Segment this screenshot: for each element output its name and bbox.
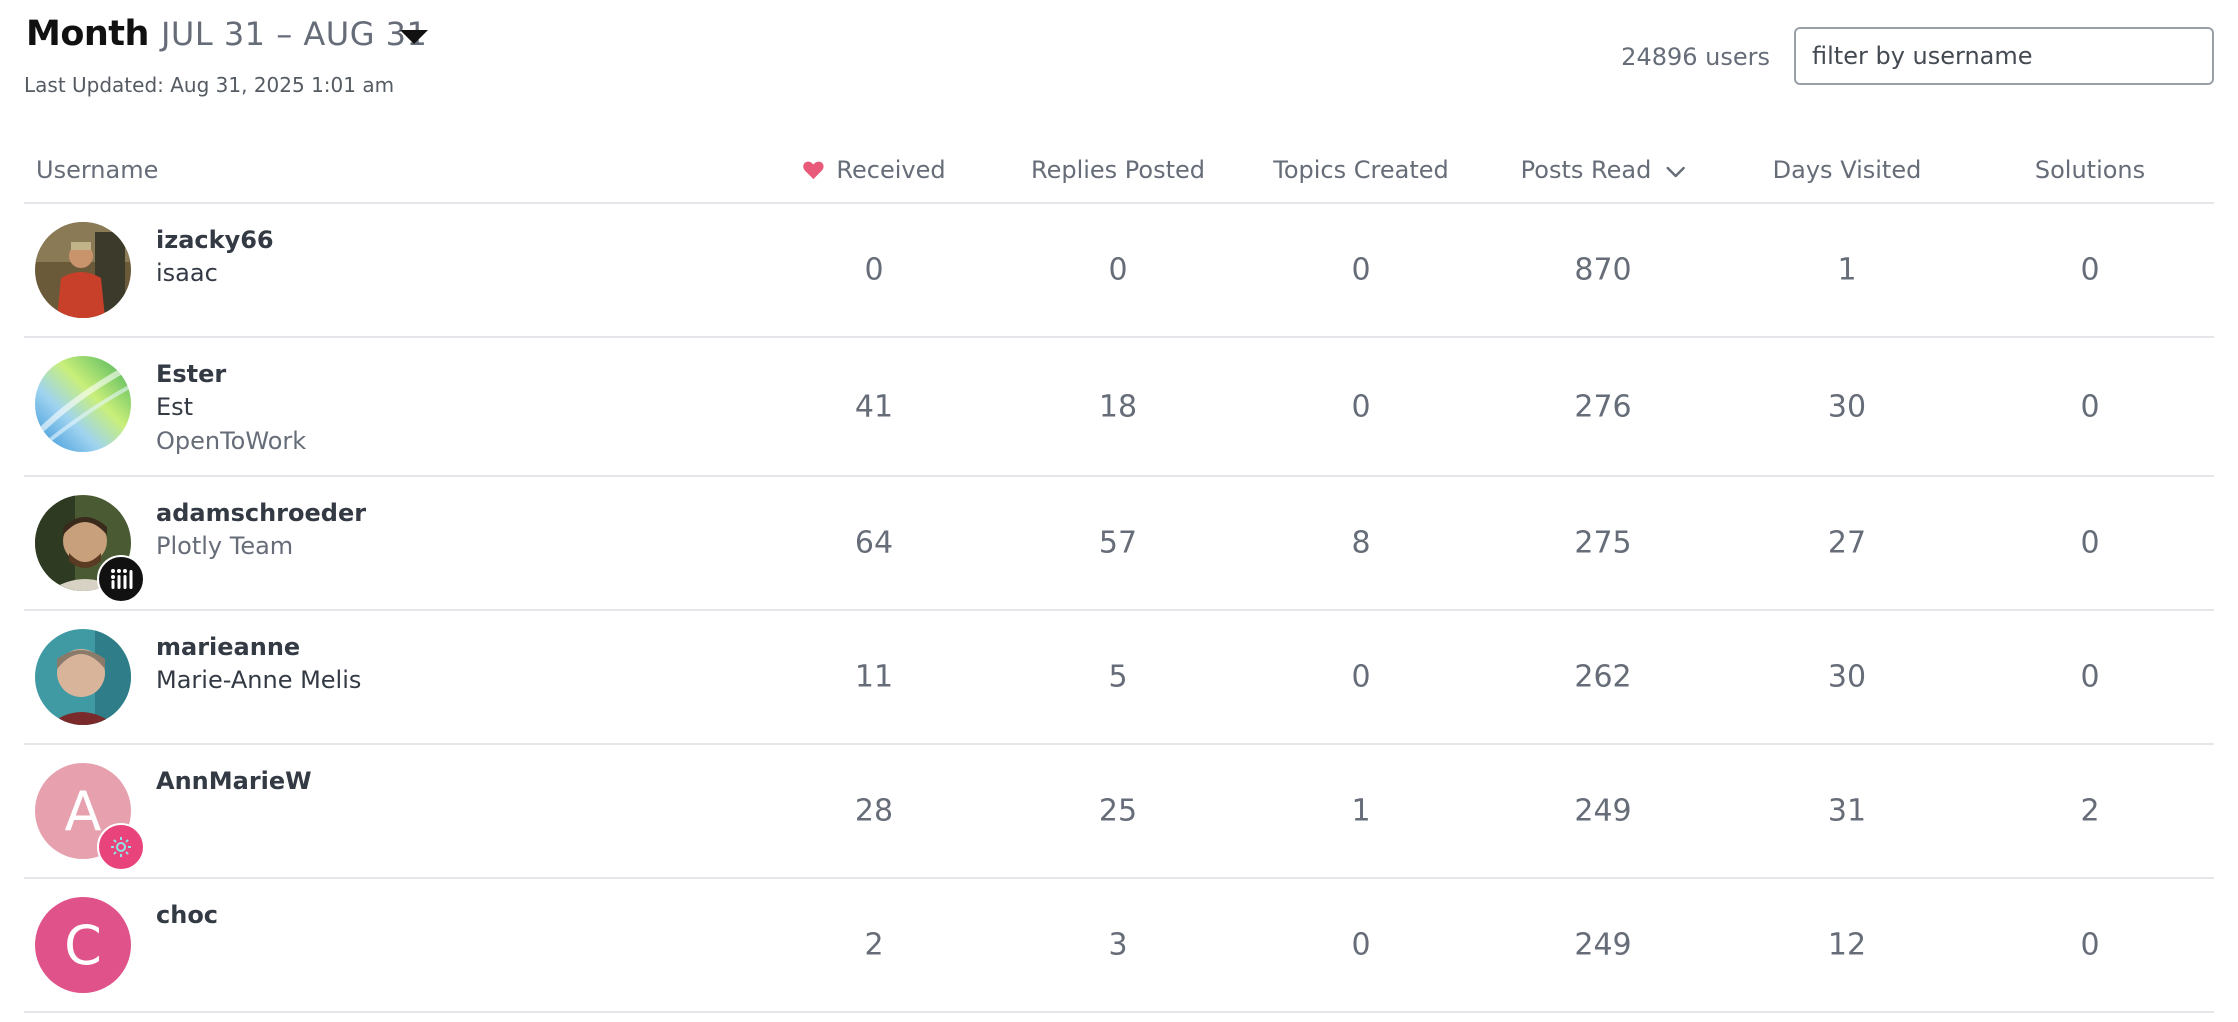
cell-days-visited: 1 bbox=[1837, 252, 1857, 288]
cell-posts-read: 262 bbox=[1574, 659, 1632, 695]
cell-solutions: 0 bbox=[2080, 525, 2100, 561]
heart-icon bbox=[802, 160, 824, 180]
username-link[interactable]: izacky66 bbox=[156, 226, 274, 254]
cell-replies-posted: 18 bbox=[1098, 389, 1138, 424]
period-range[interactable]: JUL 31 – AUG 31 bbox=[160, 15, 428, 53]
col-days-visited[interactable]: Days Visited bbox=[1772, 156, 1922, 184]
col-posts-read-label: Posts Read bbox=[1520, 156, 1652, 184]
table-row: adamschroeder Plotly Team 64 57 8 275 27… bbox=[24, 477, 2214, 611]
avatar[interactable]: A bbox=[35, 763, 145, 871]
avatar[interactable]: C bbox=[35, 897, 131, 993]
cell-received: 0 bbox=[864, 252, 884, 288]
users-table: Username Received Replies Posted Topics … bbox=[24, 148, 2214, 1013]
cell-received: 11 bbox=[854, 659, 894, 695]
cell-topics-created: 8 bbox=[1351, 525, 1371, 561]
full-name: isaac bbox=[156, 259, 218, 287]
col-replies-posted[interactable]: Replies Posted bbox=[1030, 156, 1206, 184]
user-names: marieanne Marie-Anne Melis bbox=[156, 631, 361, 697]
user-title: Plotly Team bbox=[156, 532, 294, 560]
user-names: adamschroeder Plotly Team bbox=[156, 497, 366, 563]
cell-replies-posted: 0 bbox=[1108, 252, 1128, 288]
cell-topics-created: 0 bbox=[1351, 659, 1371, 695]
last-updated: Last Updated: Aug 31, 2025 1:01 am bbox=[24, 73, 395, 97]
cell-solutions: 0 bbox=[2080, 389, 2100, 424]
avatar[interactable] bbox=[35, 222, 131, 318]
cell-received: 64 bbox=[854, 525, 894, 561]
cell-received: 41 bbox=[854, 389, 894, 424]
cell-topics-created: 1 bbox=[1351, 793, 1371, 829]
cell-days-visited: 30 bbox=[1827, 389, 1867, 424]
username-link[interactable]: choc bbox=[156, 901, 219, 929]
cell-received: 2 bbox=[864, 927, 884, 963]
period-label[interactable]: Month bbox=[26, 14, 149, 54]
caret-down-icon[interactable] bbox=[400, 30, 428, 44]
cell-solutions: 0 bbox=[2080, 659, 2100, 695]
cell-solutions: 2 bbox=[2080, 793, 2100, 829]
user-title: OpenToWork bbox=[156, 427, 307, 455]
col-solutions[interactable]: Solutions bbox=[2034, 156, 2146, 184]
user-photo bbox=[35, 222, 131, 318]
period-selector[interactable]: Month JUL 31 – AUG 31 bbox=[26, 14, 427, 54]
gear-badge-icon bbox=[97, 823, 145, 871]
cell-topics-created: 0 bbox=[1351, 252, 1371, 288]
avatar[interactable] bbox=[35, 356, 131, 452]
full-name: Marie-Anne Melis bbox=[156, 666, 362, 694]
col-received-label: Received bbox=[836, 156, 946, 184]
user-names: izacky66 isaac bbox=[156, 224, 274, 290]
user-names: choc bbox=[156, 899, 218, 931]
avatar[interactable] bbox=[35, 495, 145, 603]
cell-days-visited: 30 bbox=[1827, 659, 1867, 695]
table-row: C choc 2 3 0 249 12 0 bbox=[24, 879, 2214, 1013]
plotly-badge-icon bbox=[97, 555, 145, 603]
col-received[interactable]: Received bbox=[802, 156, 946, 184]
username-link[interactable]: adamschroeder bbox=[156, 499, 367, 527]
table-row: A AnnMarieW 28 25 1 249 31 2 bbox=[24, 745, 2214, 879]
user-count: 24896 users bbox=[1621, 43, 1770, 71]
cell-days-visited: 12 bbox=[1827, 927, 1867, 963]
cell-replies-posted: 5 bbox=[1108, 659, 1128, 695]
user-names: Ester Est OpenToWork bbox=[156, 358, 306, 458]
cell-received: 28 bbox=[854, 793, 894, 829]
user-names: AnnMarieW bbox=[156, 765, 312, 797]
cell-posts-read: 249 bbox=[1574, 793, 1632, 829]
cell-posts-read: 249 bbox=[1574, 927, 1632, 963]
cell-replies-posted: 3 bbox=[1108, 927, 1128, 963]
full-name: Est bbox=[156, 393, 194, 421]
cell-posts-read: 275 bbox=[1574, 525, 1632, 561]
cell-solutions: 0 bbox=[2080, 927, 2100, 963]
cell-topics-created: 0 bbox=[1351, 389, 1371, 424]
letter-avatar: C bbox=[35, 897, 131, 993]
cell-posts-read: 870 bbox=[1574, 252, 1632, 288]
cell-days-visited: 31 bbox=[1827, 793, 1867, 829]
cell-days-visited: 27 bbox=[1827, 525, 1867, 561]
cell-replies-posted: 25 bbox=[1098, 793, 1138, 829]
col-topics-created[interactable]: Topics Created bbox=[1273, 156, 1449, 184]
cell-solutions: 0 bbox=[2080, 252, 2100, 288]
username-link[interactable]: Ester bbox=[156, 360, 227, 388]
user-photo bbox=[35, 629, 131, 725]
cell-topics-created: 0 bbox=[1351, 927, 1371, 963]
username-link[interactable]: AnnMarieW bbox=[156, 767, 312, 795]
username-link[interactable]: marieanne bbox=[156, 633, 301, 661]
cell-replies-posted: 57 bbox=[1098, 525, 1138, 561]
cell-posts-read: 276 bbox=[1574, 389, 1632, 424]
user-photo bbox=[35, 356, 131, 452]
col-posts-read[interactable]: Posts Read bbox=[1521, 156, 1686, 184]
chevron-down-icon bbox=[1665, 156, 1685, 184]
table-row: izacky66 isaac 0 0 0 870 1 0 bbox=[24, 204, 2214, 338]
avatar[interactable] bbox=[35, 629, 131, 725]
table-header: Username Received Replies Posted Topics … bbox=[24, 148, 2214, 204]
filter-username-input[interactable] bbox=[1794, 27, 2214, 85]
table-row: Ester Est OpenToWork 41 18 0 276 30 0 bbox=[24, 338, 2214, 477]
table-row: marieanne Marie-Anne Melis 11 5 0 262 30… bbox=[24, 611, 2214, 745]
col-username[interactable]: Username bbox=[36, 156, 159, 184]
